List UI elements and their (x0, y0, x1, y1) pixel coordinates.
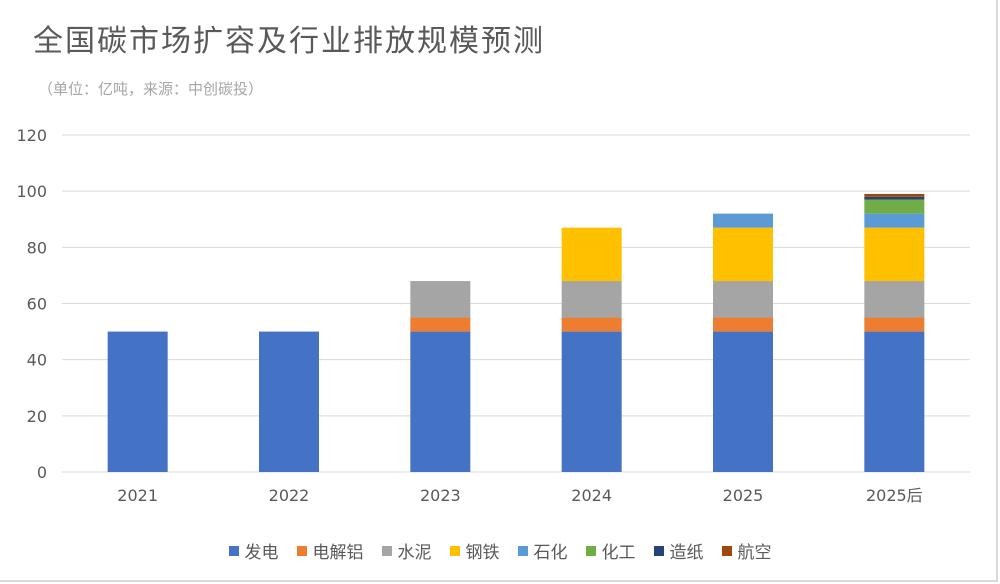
x-tick-label: 2025后 (866, 486, 923, 505)
legend-item: 钢铁 (449, 538, 500, 563)
bar-segment-2025后-钢铁 (864, 227, 925, 282)
legend-swatch (721, 545, 732, 556)
legend-label: 造纸 (669, 543, 704, 563)
bar-segment-2021-发电 (107, 331, 168, 472)
legend-label: 电解铝 (312, 543, 364, 563)
legend-label: 化工 (601, 543, 636, 563)
bar-segment-2025-钢铁 (713, 227, 773, 282)
bar-segment-2023-发电 (410, 331, 471, 472)
legend-swatch (585, 545, 596, 556)
y-tick-label: 20 (27, 407, 47, 426)
bar-segment-2024-钢铁 (561, 227, 622, 282)
bar-segment-2024-水泥 (561, 281, 622, 318)
bar-segment-2023-电解铝 (410, 317, 471, 332)
legend-item: 造纸 (653, 538, 704, 563)
bar-segment-2022-发电 (259, 331, 319, 472)
legend: 发电 电解铝 水泥 钢铁 石化 化工 造纸 航空 (0, 538, 1000, 563)
legend-swatch (653, 545, 664, 556)
x-tick-label: 2024 (571, 486, 612, 505)
legend-swatch (449, 545, 460, 556)
bar-segment-2025-电解铝 (713, 317, 773, 332)
legend-item: 化工 (585, 538, 636, 563)
y-tick-label: 120 (16, 126, 47, 145)
y-tick-label: 0 (37, 463, 47, 482)
bar-segment-2025后-化工 (864, 199, 925, 214)
x-tick-label: 2025 (723, 486, 764, 505)
bar-segment-2024-发电 (561, 331, 622, 472)
chart-title: 全国碳市场扩容及行业排放规模预测 (33, 24, 545, 59)
legend-item: 电解铝 (296, 538, 364, 563)
y-axis: 0 20 40 60 80 100 120 (16, 126, 47, 482)
legend-item: 石化 (517, 538, 568, 563)
bar-segment-2025后-电解铝 (864, 317, 925, 332)
chart-subtitle: （单位：亿吨，来源：中创碳投） (38, 80, 264, 98)
bar-segment-2025后-造纸 (864, 196, 925, 200)
bar-segment-2025后-发电 (864, 331, 925, 472)
y-tick-label: 60 (27, 295, 47, 314)
bar-segment-2025-水泥 (713, 281, 773, 318)
legend-label: 水泥 (397, 543, 432, 563)
x-tick-label: 2023 (420, 486, 461, 505)
legend-item: 航空 (721, 538, 772, 563)
x-axis: 2021 2022 2023 2024 2025 2025后 (117, 486, 922, 505)
legend-label: 石化 (533, 543, 568, 563)
legend-label: 钢铁 (465, 543, 500, 563)
y-tick-label: 100 (16, 182, 47, 201)
legend-label: 发电 (244, 543, 279, 563)
legend-label: 航空 (737, 543, 772, 563)
bar-segment-2025后-航空 (864, 193, 925, 197)
bars (107, 193, 925, 472)
y-tick-label: 40 (27, 351, 47, 370)
legend-swatch (381, 545, 392, 556)
bar-segment-2025后-水泥 (864, 281, 925, 318)
legend-item: 发电 (228, 538, 279, 563)
bar-segment-2025-发电 (713, 331, 773, 472)
legend-swatch (296, 545, 307, 556)
y-tick-label: 80 (27, 238, 47, 257)
x-tick-label: 2021 (117, 486, 158, 505)
legend-swatch (517, 545, 528, 556)
gridlines (62, 134, 970, 473)
legend-swatch (228, 545, 239, 556)
bar-segment-2025-石化 (713, 213, 773, 228)
legend-item: 水泥 (381, 538, 432, 563)
x-tick-label: 2022 (269, 486, 310, 505)
bar-segment-2025后-石化 (864, 213, 925, 228)
bar-segment-2023-水泥 (410, 281, 471, 318)
bar-segment-2024-电解铝 (561, 317, 622, 332)
